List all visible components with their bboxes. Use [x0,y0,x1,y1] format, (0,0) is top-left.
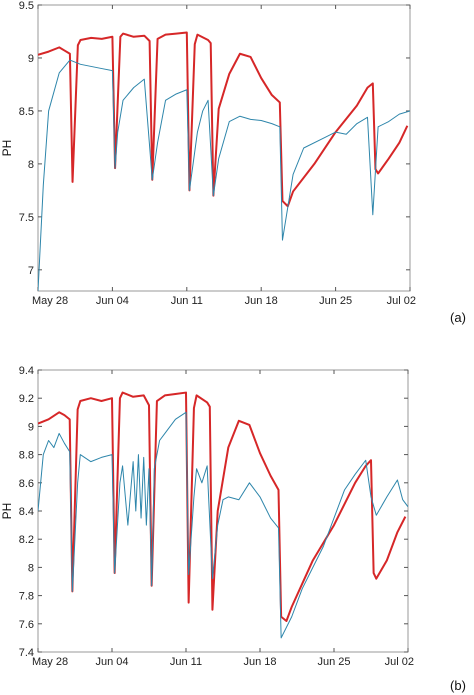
plot-area [37,4,411,292]
y-tick-label: 9.5 [19,0,34,12]
x-tick-label: Jun 25 [317,656,350,668]
x-tick-label: Jun 25 [319,295,352,307]
x-tick-label: May 28 [32,295,68,307]
y-tick-label: 8.4 [19,506,34,518]
series-red-line [38,391,407,622]
y-tick-label: 8 [28,562,34,574]
x-tick-label: Jun 18 [243,656,276,668]
chart-panel-a: 7 7.5 8 8.5 9 9.5 May 28 Jun 04 Jun 11 Jun 18 Jun … [0,0,466,325]
y-tick-label: 8.5 [19,106,34,118]
x-tick-label: Jun 11 [170,656,202,668]
x-tick-label: Jun 04 [96,295,129,307]
x-tick-label: Jul 02 [385,656,414,668]
y-tick-label: 7.5 [19,212,34,224]
x-tick-label: Jul 02 [387,295,416,307]
plot-area [37,369,409,653]
panel-label: (b) [450,678,466,693]
y-tick-label: 7 [28,265,34,277]
x-tick-label: May 28 [32,656,68,668]
x-tick-label: Jun 11 [171,295,203,307]
y-axis-label: PH [0,140,14,157]
panel-label: (a) [450,310,466,325]
y-tick-label: 9 [28,421,34,433]
y-tick-label: 8 [28,159,34,171]
series-red-line [38,31,409,208]
y-tick-label: 9.4 [19,365,34,377]
y-tick-label: 7.6 [19,619,34,631]
x-tick-label: Jun 18 [245,295,278,307]
y-tick-label: 8.2 [19,534,34,546]
series-blue-line [38,59,410,291]
y-tick-label: 7.8 [19,591,34,603]
y-tick-label: 9 [28,53,34,65]
y-tick-label: 7.4 [19,647,34,659]
y-tick-label: 9.2 [19,393,34,405]
x-tick-label: Jun 04 [95,656,128,668]
chart-panel-b: 7.4 7.6 7.8 8 8.2 8.4 8.6 8.8 9 9.2 9.4 May 28 Jun 0… [0,365,466,693]
y-axis-label: PH [0,503,14,520]
y-tick-label: 8.6 [19,478,34,490]
y-tick-label: 8.8 [19,450,34,462]
series-blue-line [38,411,408,639]
